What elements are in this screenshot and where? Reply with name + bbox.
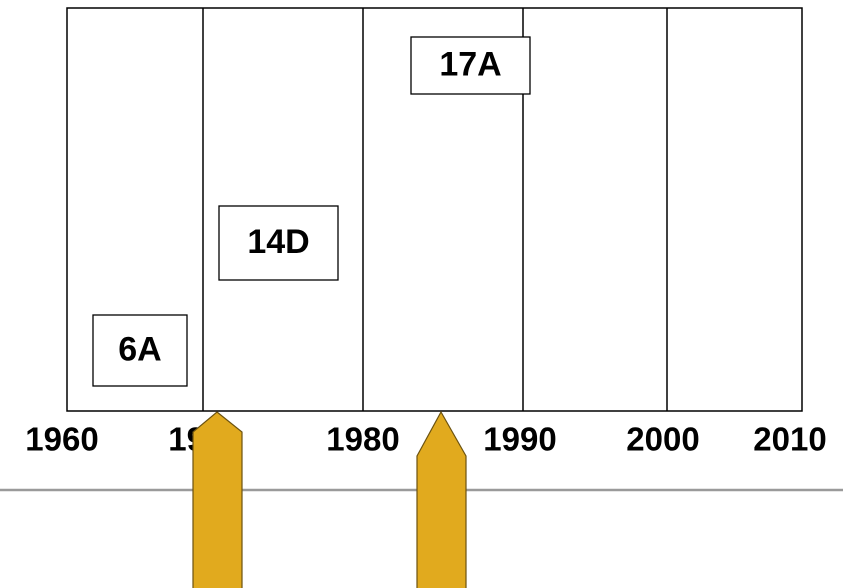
- year-label: 1980: [326, 421, 399, 458]
- box-label: 14D: [247, 223, 309, 261]
- year-label: 2000: [626, 421, 699, 458]
- arrow: [192, 411, 243, 588]
- box-frame: [410, 36, 531, 95]
- year-label: 1990: [483, 421, 556, 458]
- year-label: 2010: [753, 421, 826, 458]
- box-label: 6A: [118, 330, 161, 368]
- box-frame: [92, 314, 188, 387]
- box-frame: [218, 205, 339, 281]
- label-box: 14D: [218, 205, 339, 281]
- year-label: 1960: [25, 421, 98, 458]
- box-label: 17A: [439, 45, 501, 83]
- arrow: [416, 410, 467, 588]
- year-labels: 196019701980199020002010: [25, 421, 826, 458]
- boxes: 6A 14D 17A: [92, 36, 531, 387]
- label-box: 17A: [410, 36, 531, 95]
- label-box: 6A: [92, 314, 188, 387]
